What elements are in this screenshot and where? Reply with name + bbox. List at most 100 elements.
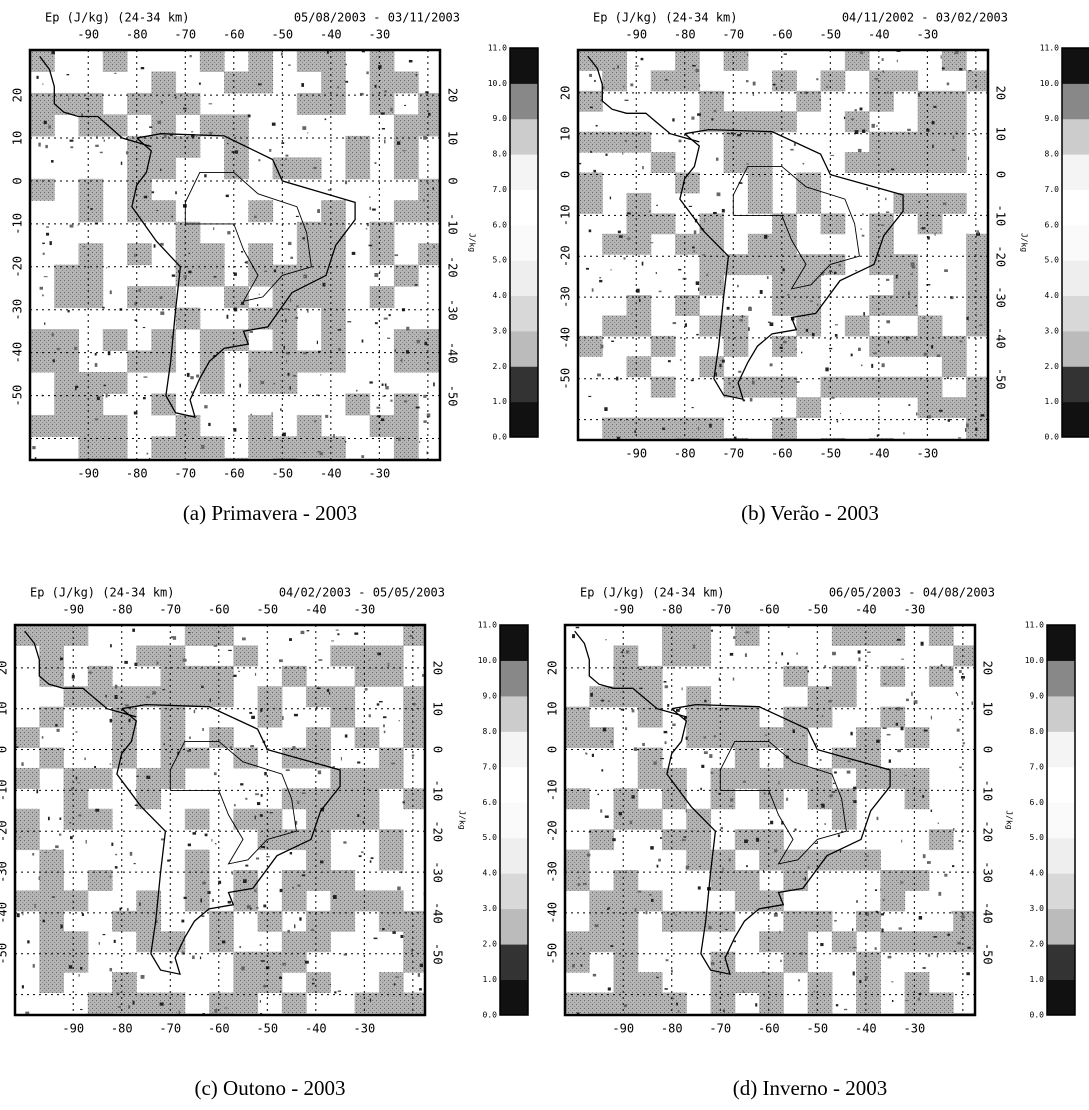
- field-speck: [605, 639, 607, 641]
- field-speck: [861, 129, 866, 133]
- field-speck: [285, 769, 290, 772]
- field-speck: [597, 793, 600, 796]
- field-cell: [783, 665, 809, 687]
- field-speck: [616, 436, 621, 440]
- colorbar-segment: [1062, 83, 1089, 120]
- field-cell: [869, 90, 894, 112]
- field-speck: [667, 360, 671, 363]
- field-cell: [272, 307, 298, 330]
- field-speck: [837, 834, 840, 838]
- colorbar-tick-label: 8.0: [493, 150, 508, 159]
- field-speck: [711, 629, 713, 632]
- field-speck: [944, 873, 948, 877]
- field-cell: [102, 371, 128, 394]
- field-speck: [69, 224, 74, 228]
- lon-tick-label: -60: [223, 28, 245, 42]
- field-cell: [272, 371, 298, 394]
- field-speck: [241, 301, 245, 305]
- field-cell: [330, 890, 356, 912]
- field-speck: [796, 652, 798, 655]
- field-speck: [75, 776, 78, 780]
- field-speck: [259, 944, 262, 946]
- field-speck: [70, 146, 74, 149]
- field-speck: [201, 915, 205, 917]
- field-speck: [829, 270, 833, 272]
- field-speck: [897, 274, 899, 277]
- field-cell: [723, 111, 749, 133]
- field-speck: [933, 105, 937, 108]
- field-cell: [637, 686, 663, 708]
- field-speck: [579, 947, 582, 950]
- field-speck: [419, 963, 423, 968]
- lon-tick-label: -80: [126, 28, 148, 42]
- field-cell: [723, 131, 749, 153]
- field-cell: [209, 910, 234, 932]
- field-speck: [695, 69, 700, 73]
- field-cell: [772, 70, 797, 92]
- field-speck: [667, 703, 670, 707]
- field-cell: [602, 233, 628, 255]
- field-speck: [372, 208, 376, 211]
- lon-tick-label: -50: [819, 28, 841, 42]
- field-speck: [863, 312, 865, 316]
- field-speck: [677, 1009, 680, 1013]
- field-speck: [188, 270, 192, 274]
- field-speck: [766, 276, 769, 280]
- field-cell: [613, 992, 639, 1014]
- field-speck: [612, 838, 616, 842]
- field-speck: [697, 426, 700, 431]
- field-speck: [281, 142, 285, 144]
- colorbar-frame: [1046, 624, 1076, 1016]
- field-speck: [958, 670, 962, 674]
- field-speck: [169, 134, 173, 136]
- colorbar-tick-label: 11.0: [1025, 621, 1044, 630]
- field-cell: [136, 890, 162, 912]
- field-speck: [697, 886, 701, 890]
- field-cell: [354, 665, 380, 687]
- colorbar-tick-label: 3.0: [1030, 904, 1045, 913]
- field-speck: [859, 979, 862, 984]
- field-speck: [888, 759, 891, 763]
- field-cell: [209, 686, 234, 708]
- lat-tick-label: 20: [446, 88, 460, 102]
- field-speck: [316, 340, 318, 345]
- field-speck: [88, 671, 92, 674]
- field-speck: [209, 131, 213, 135]
- field-speck: [781, 821, 784, 825]
- field-speck: [599, 277, 602, 279]
- field-cell: [209, 665, 234, 687]
- field-speck: [881, 313, 885, 315]
- field-speck: [886, 733, 891, 736]
- field-speck: [109, 290, 112, 295]
- field-speck: [729, 798, 734, 802]
- lon-tick-label: -60: [758, 603, 780, 617]
- field-cell: [893, 70, 919, 92]
- field-speck: [260, 794, 263, 797]
- field-speck: [425, 91, 429, 94]
- field-speck: [212, 898, 214, 902]
- field-cell: [710, 706, 736, 728]
- field-speck: [961, 915, 966, 919]
- lon-tick-label: -80: [126, 467, 148, 481]
- field-cell: [209, 625, 234, 646]
- field-speck: [120, 161, 123, 165]
- field-cell: [63, 788, 89, 810]
- field-speck: [634, 430, 637, 433]
- field-speck: [637, 890, 642, 893]
- field-speck: [921, 227, 926, 230]
- lat-tick-label: -30: [0, 861, 10, 883]
- field-speck: [209, 698, 211, 702]
- field-speck: [98, 942, 100, 945]
- field-cell: [136, 931, 162, 953]
- field-cell: [78, 371, 104, 394]
- field-cell: [637, 706, 663, 728]
- field-cell: [941, 397, 967, 419]
- field-speck: [968, 70, 972, 72]
- field-cell: [578, 192, 603, 214]
- field-speck: [663, 680, 667, 683]
- field-speck: [68, 97, 70, 101]
- field-speck: [249, 711, 253, 714]
- field-speck: [385, 386, 389, 390]
- field-speck: [710, 961, 715, 966]
- field-cell: [807, 686, 833, 708]
